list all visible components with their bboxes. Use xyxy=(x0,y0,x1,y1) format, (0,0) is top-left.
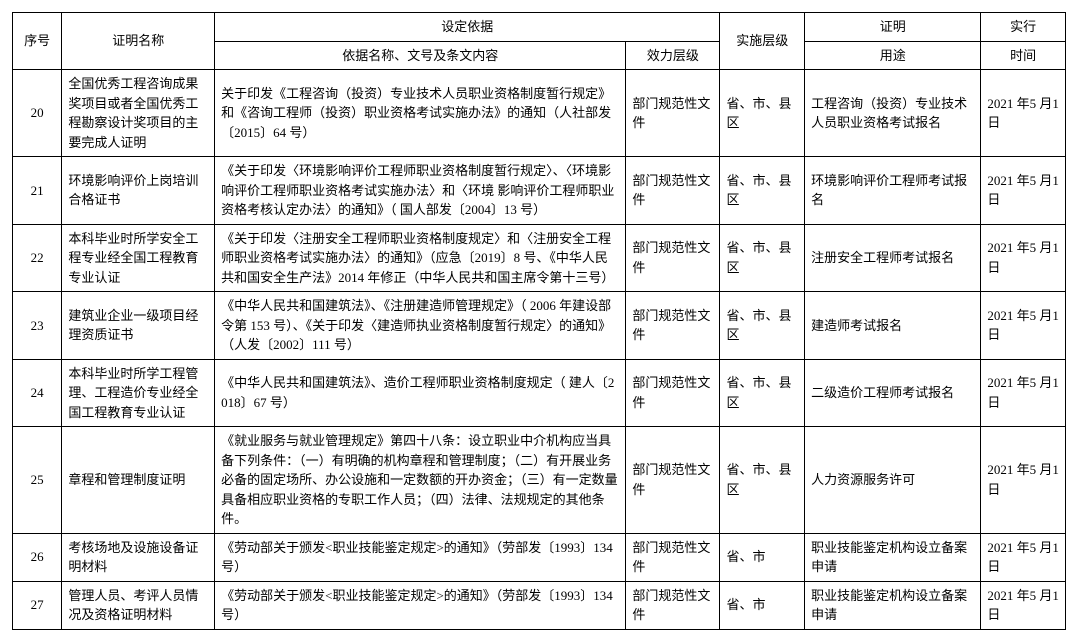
cell-legal-level: 部门规范性文件 xyxy=(626,427,720,534)
header-seq: 序号 xyxy=(13,13,62,70)
header-basis-group: 设定依据 xyxy=(215,13,720,42)
cell-impl-level: 省、市、县区 xyxy=(720,292,805,360)
cell-seq: 24 xyxy=(13,359,62,427)
cell-eff-date: 2021 年5 月1 日 xyxy=(981,224,1066,292)
cell-eff-date: 2021 年5 月1 日 xyxy=(981,292,1066,360)
cell-basis: 《关于印发〈注册安全工程师职业资格制度规定〉和〈注册安全工程师职业资格考试实施办… xyxy=(215,224,626,292)
cell-use: 人力资源服务许可 xyxy=(805,427,981,534)
header-basis-name: 依据名称、文号及条文内容 xyxy=(215,41,626,70)
table-row: 23建筑业企业一级项目经理资质证书《中华人民共和国建筑法》、《注册建造师管理规定… xyxy=(13,292,1066,360)
cell-cert-name: 环境影响评价上岗培训合格证书 xyxy=(62,157,215,225)
cell-impl-level: 省、市、县区 xyxy=(720,157,805,225)
cell-cert-name: 管理人员、考评人员情况及资格证明材料 xyxy=(62,581,215,629)
cell-impl-level: 省、市、县区 xyxy=(720,70,805,157)
cell-seq: 22 xyxy=(13,224,62,292)
cell-impl-level: 省、市、县区 xyxy=(720,359,805,427)
cell-impl-level: 省、市 xyxy=(720,533,805,581)
cell-use: 注册安全工程师考试报名 xyxy=(805,224,981,292)
certificate-table: 序号 证明名称 设定依据 实施层级 证明 实行 依据名称、文号及条文内容 效力层… xyxy=(12,12,1066,630)
table-row: 27管理人员、考评人员情况及资格证明材料《劳动部关于颁发<职业技能鉴定规定>的通… xyxy=(13,581,1066,629)
cell-use: 建造师考试报名 xyxy=(805,292,981,360)
cell-basis: 《劳动部关于颁发<职业技能鉴定规定>的通知》（劳部发〔1993〕134 号） xyxy=(215,581,626,629)
cell-eff-date: 2021 年5 月1 日 xyxy=(981,359,1066,427)
cell-cert-name: 本科毕业时所学工程管理、工程造价专业经全国工程教育专业认证 xyxy=(62,359,215,427)
table-row: 26考核场地及设施设备证明材料《劳动部关于颁发<职业技能鉴定规定>的通知》（劳部… xyxy=(13,533,1066,581)
header-cert-name: 证明名称 xyxy=(62,13,215,70)
table-row: 22本科毕业时所学安全工程专业经全国工程教育专业认证《关于印发〈注册安全工程师职… xyxy=(13,224,1066,292)
cell-basis: 《中华人民共和国建筑法》、造价工程师职业资格制度规定（ 建人〔2018〕67 号… xyxy=(215,359,626,427)
cell-legal-level: 部门规范性文件 xyxy=(626,581,720,629)
cell-seq: 23 xyxy=(13,292,62,360)
cell-legal-level: 部门规范性文件 xyxy=(626,359,720,427)
cell-impl-level: 省、市、县区 xyxy=(720,427,805,534)
header-legal-level: 效力层级 xyxy=(626,41,720,70)
cell-basis: 《劳动部关于颁发<职业技能鉴定规定>的通知》（劳部发〔1993〕134 号） xyxy=(215,533,626,581)
table-row: 21环境影响评价上岗培训合格证书《关于印发〈环境影响评价工程师职业资格制度暂行规… xyxy=(13,157,1066,225)
cell-seq: 21 xyxy=(13,157,62,225)
table-header: 序号 证明名称 设定依据 实施层级 证明 实行 依据名称、文号及条文内容 效力层… xyxy=(13,13,1066,70)
cell-impl-level: 省、市、县区 xyxy=(720,224,805,292)
cell-seq: 20 xyxy=(13,70,62,157)
cell-use: 职业技能鉴定机构设立备案申请 xyxy=(805,533,981,581)
cell-basis: 《关于印发〈环境影响评价工程师职业资格制度暂行规定〉、〈环境影响评价工程师职业资… xyxy=(215,157,626,225)
header-use: 用途 xyxy=(805,41,981,70)
cell-use: 工程咨询（投资）专业技术人员职业资格考试报名 xyxy=(805,70,981,157)
table-row: 24本科毕业时所学工程管理、工程造价专业经全国工程教育专业认证《中华人民共和国建… xyxy=(13,359,1066,427)
cell-use: 职业技能鉴定机构设立备案申请 xyxy=(805,581,981,629)
cell-legal-level: 部门规范性文件 xyxy=(626,224,720,292)
header-eff-date: 时间 xyxy=(981,41,1066,70)
cell-eff-date: 2021 年5 月1 日 xyxy=(981,70,1066,157)
cell-eff-date: 2021 年5 月1 日 xyxy=(981,533,1066,581)
cell-legal-level: 部门规范性文件 xyxy=(626,533,720,581)
header-use-group: 证明 xyxy=(805,13,981,42)
cell-basis: 《就业服务与就业管理规定》第四十八条：设立职业中介机构应当具备下列条件：（一）有… xyxy=(215,427,626,534)
cell-basis: 《中华人民共和国建筑法》、《注册建造师管理规定》（ 2006 年建设部令第 15… xyxy=(215,292,626,360)
cell-eff-date: 2021 年5 月1 日 xyxy=(981,581,1066,629)
cell-legal-level: 部门规范性文件 xyxy=(626,157,720,225)
cell-legal-level: 部门规范性文件 xyxy=(626,292,720,360)
table-row: 25章程和管理制度证明《就业服务与就业管理规定》第四十八条：设立职业中介机构应当… xyxy=(13,427,1066,534)
cell-use: 二级造价工程师考试报名 xyxy=(805,359,981,427)
header-date-group: 实行 xyxy=(981,13,1066,42)
cell-cert-name: 全国优秀工程咨询成果奖项目或者全国优秀工程勘察设计奖项目的主要完成人证明 xyxy=(62,70,215,157)
cell-impl-level: 省、市 xyxy=(720,581,805,629)
cell-eff-date: 2021 年5 月1 日 xyxy=(981,157,1066,225)
cell-seq: 26 xyxy=(13,533,62,581)
cell-legal-level: 部门规范性文件 xyxy=(626,70,720,157)
cell-cert-name: 建筑业企业一级项目经理资质证书 xyxy=(62,292,215,360)
cell-cert-name: 章程和管理制度证明 xyxy=(62,427,215,534)
table-body: 20全国优秀工程咨询成果奖项目或者全国优秀工程勘察设计奖项目的主要完成人证明关于… xyxy=(13,70,1066,630)
table-row: 20全国优秀工程咨询成果奖项目或者全国优秀工程勘察设计奖项目的主要完成人证明关于… xyxy=(13,70,1066,157)
cell-cert-name: 本科毕业时所学安全工程专业经全国工程教育专业认证 xyxy=(62,224,215,292)
cell-seq: 25 xyxy=(13,427,62,534)
cell-basis: 关于印发《工程咨询（投资）专业技术人员职业资格制度暂行规定》和《咨询工程师（投资… xyxy=(215,70,626,157)
header-impl-level: 实施层级 xyxy=(720,13,805,70)
cell-eff-date: 2021 年5 月1 日 xyxy=(981,427,1066,534)
cell-seq: 27 xyxy=(13,581,62,629)
cell-cert-name: 考核场地及设施设备证明材料 xyxy=(62,533,215,581)
cell-use: 环境影响评价工程师考试报名 xyxy=(805,157,981,225)
